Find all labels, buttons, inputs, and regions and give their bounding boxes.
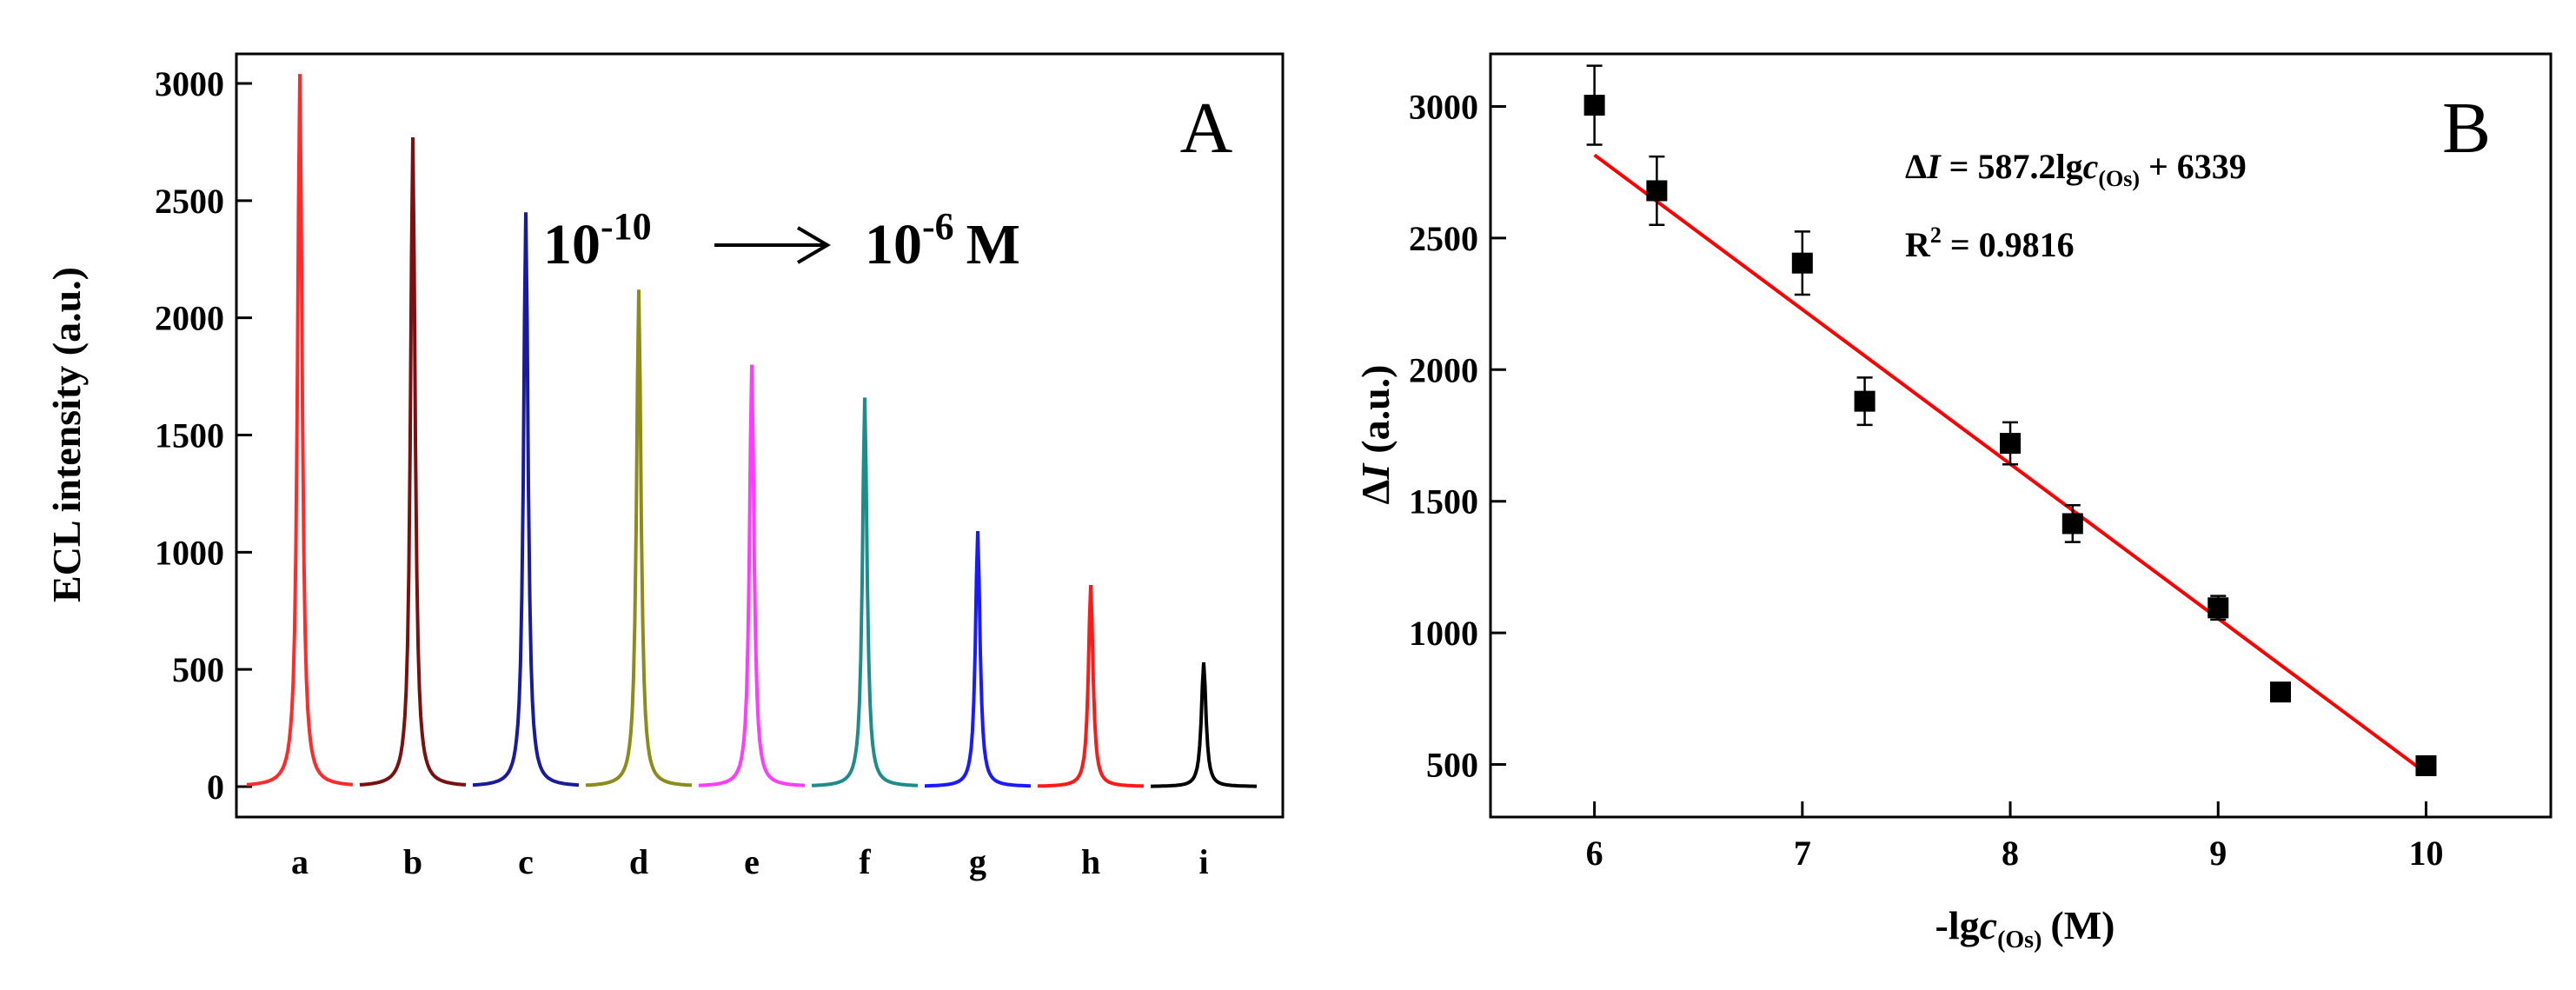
r-squared-label: R	[1905, 225, 1931, 264]
r-squared: R2 = 0.9816	[1905, 223, 2075, 264]
equation-var: c	[2083, 147, 2099, 186]
panel-b-x-title-sub: (Os)	[1997, 927, 2042, 953]
panel-b-label: B	[2442, 88, 2491, 169]
trace-i	[1151, 661, 1257, 788]
equation-lhs-var: I	[1926, 147, 1942, 186]
panel-a-plot-frame	[235, 52, 1285, 819]
trace-h	[1037, 585, 1145, 788]
data-point	[1854, 390, 1876, 412]
panel-a-traces	[246, 74, 1257, 788]
panel-b-y-tick-label: 1500	[1409, 482, 1478, 522]
annotation-unit: M	[966, 213, 1020, 276]
trace-c	[472, 212, 580, 787]
data-point	[2270, 681, 2292, 703]
panel-b-y-ticks: 500 1000 1500 2000 2500 3000	[1409, 88, 1506, 784]
r-squared-value: = 0.9816	[1942, 225, 2075, 264]
annotation-to-exp: -6	[922, 205, 954, 248]
panel-b-x-title-prefix: -lg	[1935, 903, 1980, 947]
panel-a-x-tick-label: a	[291, 842, 309, 881]
annotation-to-base: 10	[865, 213, 922, 276]
panel-b-points	[1583, 64, 2437, 776]
trace-f	[811, 397, 919, 787]
panel-b-y-tick-label: 500	[1426, 745, 1478, 784]
trace-g	[925, 531, 1031, 788]
panel-b-x-axis-title: -lgc(Os) (M)	[1935, 903, 2115, 953]
panel-a-x-tick-label: i	[1198, 842, 1208, 881]
data-point	[2061, 513, 2083, 535]
trace-d	[585, 289, 693, 787]
panel-b-x-tick-label: 9	[2209, 834, 2227, 873]
panel-b-x-tick-label: 8	[2002, 834, 2019, 873]
panel-a-y-ticks: 0500100015002000250030003500	[155, 64, 252, 807]
panel-b-y-tick-label: 3000	[1409, 88, 1478, 127]
data-point	[1791, 252, 1813, 274]
annotation-from-base: 10	[543, 213, 601, 276]
panel-a-x-tick-label: g	[969, 842, 986, 881]
annotation-from-exp: -10	[601, 205, 652, 248]
equation-lhs-prefix: Δ	[1905, 147, 1927, 186]
panel-a-y-tick-label: 2500	[155, 182, 224, 221]
concentration-range-annotation-end: 10-6 M	[865, 205, 1020, 276]
panel-a-x-ticks: a b c d e f g h i	[291, 842, 1209, 881]
panel-b-y-tick-label: 1000	[1409, 614, 1478, 653]
panel-b-y-title-unit: (a.u.)	[1353, 365, 1398, 454]
panel-b-y-title-var: I	[1353, 462, 1398, 481]
panel-b-x-tick-label: 7	[1794, 834, 1811, 873]
concentration-range-annotation: 10-10	[543, 205, 652, 276]
equation-mid: = 587.2lg	[1941, 147, 2083, 186]
data-point	[1583, 95, 1605, 116]
panel-b-x-title-var: c	[1980, 903, 1997, 947]
panel-b-y-title-prefix: Δ	[1353, 479, 1398, 504]
equation-sub: (Os)	[2098, 166, 2140, 191]
panel-a-y-tick-label: 0	[207, 767, 224, 807]
trace-e	[698, 364, 806, 787]
data-point	[1646, 180, 1668, 202]
panel-a-x-tick-label: c	[518, 842, 534, 881]
panel-a-x-tick-label: f	[859, 842, 871, 881]
panel-a-y-tick-label: 3000	[155, 64, 224, 103]
panel-b-x-tick-label: 10	[2408, 834, 2443, 873]
panel-a-y-tick-label: 2000	[155, 299, 224, 338]
panel-a-y-tick-label: 500	[172, 650, 224, 689]
panel-a-y-tick-label: 1000	[155, 533, 224, 572]
panel-a-y-axis-title: ECL intensity (a.u.)	[44, 267, 89, 602]
r-squared-sup: 2	[1930, 223, 1942, 248]
panel-a-x-tick-label: e	[744, 842, 760, 881]
panel-a-x-tick-label: b	[403, 842, 422, 881]
trace-a	[246, 74, 354, 787]
equation-tail: + 6339	[2140, 147, 2247, 186]
data-point	[2208, 597, 2229, 619]
panel-b-plot-frame	[1489, 52, 2553, 819]
panel-a-x-tick-label: d	[629, 842, 648, 881]
panel-b-x-ticks: 6 7 8 9 10	[1586, 801, 2443, 873]
data-point	[2000, 433, 2022, 455]
panel-b-x-tick-label: 6	[1586, 834, 1603, 873]
panel-b-y-tick-label: 2500	[1409, 219, 1478, 258]
panel-b-y-axis-title: ΔI (a.u.)	[1353, 365, 1398, 505]
regression-equation: ΔI = 587.2lgc(Os) + 6339	[1905, 147, 2247, 191]
panel-a-x-tick-label: h	[1081, 842, 1100, 881]
data-point	[2415, 754, 2437, 776]
trace-b	[359, 136, 467, 787]
panel-a-y-tick-label: 1500	[155, 416, 224, 455]
panel-a-label: A	[1180, 88, 1233, 169]
panel-b-x-title-unit: (M)	[2050, 903, 2115, 947]
annotation-arrow-head	[796, 226, 831, 264]
panel-b-y-tick-label: 2000	[1409, 350, 1478, 389]
